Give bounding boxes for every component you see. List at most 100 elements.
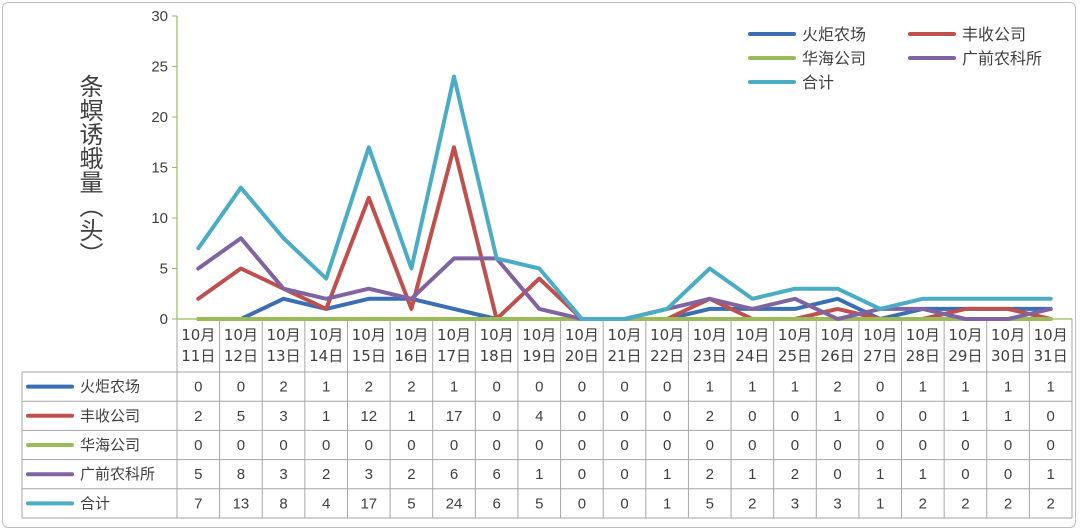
table-cell-value: 0 xyxy=(620,466,628,483)
table-cell-value: 3 xyxy=(791,495,799,512)
table-cell-value: 5 xyxy=(535,495,543,512)
table-row-name: 火炬农场 xyxy=(80,378,140,396)
table-cell-value: 0 xyxy=(663,408,671,425)
table-cell-value: 2 xyxy=(279,379,287,396)
table-cell-value: 5 xyxy=(194,466,202,483)
table-cell-value: 1 xyxy=(876,495,884,512)
table-row-name: 合计 xyxy=(80,494,110,512)
table-cell-value: 0 xyxy=(237,379,245,396)
table-cell-value: 0 xyxy=(492,408,500,425)
table-cell-value: 1 xyxy=(1047,379,1055,396)
table-cell-value: 6 xyxy=(492,495,500,512)
table-cell-value: 1 xyxy=(407,408,415,425)
table-cell-value: 2 xyxy=(1047,495,1055,512)
table-cell-value: 0 xyxy=(1047,408,1055,425)
category-label: 10月 29日 xyxy=(948,326,982,365)
table-cell-value: 8 xyxy=(237,466,245,483)
table-cell-value: 0 xyxy=(791,437,799,454)
table-cell-value: 3 xyxy=(279,466,287,483)
category-label: 10月 11日 xyxy=(181,326,215,365)
series-line xyxy=(196,74,1053,321)
table-cell-value: 0 xyxy=(919,408,927,425)
table-cell-value: 1 xyxy=(748,379,756,396)
table-cell-value: 0 xyxy=(450,437,458,454)
y-tick-label: 0 xyxy=(160,311,168,328)
table-row-name: 丰收公司 xyxy=(80,407,140,425)
category-label: 10月 20日 xyxy=(565,326,599,365)
table-cell-value: 0 xyxy=(194,379,202,396)
table-cell-value: 2 xyxy=(833,379,841,396)
table-cell-value: 1 xyxy=(663,495,671,512)
category-label: 10月 17日 xyxy=(437,326,471,365)
category-label: 10月 27日 xyxy=(863,326,897,365)
y-tick-label: 10 xyxy=(151,210,168,227)
category-label: 10月 25日 xyxy=(778,326,812,365)
table-cell-value: 4 xyxy=(322,495,330,512)
legend-label: 华海公司 xyxy=(802,49,866,68)
table-cell-value: 8 xyxy=(279,495,287,512)
category-label: 10月 21日 xyxy=(607,326,641,365)
table-cell-value: 2 xyxy=(748,495,756,512)
table-cell-value: 0 xyxy=(620,437,628,454)
table-row-name: 华海公司 xyxy=(80,436,140,454)
table-cell-value: 1 xyxy=(919,466,927,483)
table-cell-value: 0 xyxy=(791,408,799,425)
category-label: 10月 31日 xyxy=(1034,326,1068,365)
table-cell-value: 4 xyxy=(535,408,543,425)
table-cell-value: 1 xyxy=(1004,379,1012,396)
legend-label: 广前农科所 xyxy=(962,49,1042,68)
table-cell-value: 17 xyxy=(360,495,377,512)
table-cell-value: 3 xyxy=(279,408,287,425)
table-cell-value: 0 xyxy=(194,437,202,454)
table-cell-value: 1 xyxy=(535,466,543,483)
table-cell-value: 5 xyxy=(706,495,714,512)
table-cell-value: 0 xyxy=(492,437,500,454)
table-cell-value: 1 xyxy=(961,379,969,396)
table-cell-value: 12 xyxy=(360,408,377,425)
table-cell-value: 0 xyxy=(492,379,500,396)
category-label: 10月 26日 xyxy=(821,326,855,365)
table-cell-value: 0 xyxy=(578,495,586,512)
category-label: 10月 22日 xyxy=(650,326,684,365)
table-cell-value: 0 xyxy=(833,466,841,483)
table-cell-value: 1 xyxy=(322,408,330,425)
category-label: 10月 12日 xyxy=(224,326,258,365)
table-cell-value: 0 xyxy=(1047,437,1055,454)
y-tick-label: 30 xyxy=(151,8,168,25)
table-cell-value: 2 xyxy=(706,408,714,425)
table-cell-value: 0 xyxy=(620,495,628,512)
table-cell-value: 0 xyxy=(578,379,586,396)
table-cell-value: 2 xyxy=(194,408,202,425)
table-cell-value: 0 xyxy=(1004,437,1012,454)
table-cell-value: 1 xyxy=(706,379,714,396)
category-label: 10月 13日 xyxy=(267,326,301,365)
table-cell-value: 0 xyxy=(578,408,586,425)
table-cell-value: 6 xyxy=(450,466,458,483)
table-cell-value: 0 xyxy=(322,437,330,454)
table-cell-value: 24 xyxy=(446,495,463,512)
category-label: 10月 30日 xyxy=(991,326,1025,365)
table-cell-value: 1 xyxy=(833,408,841,425)
table-cell-value: 1 xyxy=(919,379,927,396)
table-cell-value: 2 xyxy=(407,466,415,483)
table-cell-value: 1 xyxy=(663,466,671,483)
category-label: 10月 23日 xyxy=(693,326,727,365)
legend-label: 火炬农场 xyxy=(802,25,866,44)
table-cell-value: 6 xyxy=(492,466,500,483)
category-label: 10月 18日 xyxy=(480,326,514,365)
table-cell-value: 1 xyxy=(748,466,756,483)
table-row-name: 广前农科所 xyxy=(80,465,155,483)
table-cell-value: 0 xyxy=(748,437,756,454)
table-cell-value: 1 xyxy=(450,379,458,396)
table-cell-value: 5 xyxy=(237,408,245,425)
table-cell-value: 2 xyxy=(1004,495,1012,512)
table-cell-value: 17 xyxy=(446,408,463,425)
table-cell-value: 0 xyxy=(663,437,671,454)
table-cell-value: 2 xyxy=(407,379,415,396)
table-cell-value: 0 xyxy=(578,437,586,454)
table-cell-value: 2 xyxy=(322,466,330,483)
table-cell-value: 3 xyxy=(833,495,841,512)
y-tick-label: 5 xyxy=(160,261,168,278)
